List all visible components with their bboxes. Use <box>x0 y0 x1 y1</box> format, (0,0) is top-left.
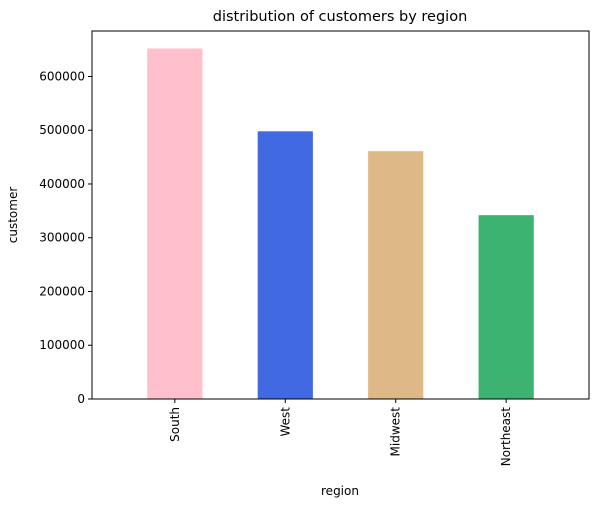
y-tick-label: 0 <box>77 392 85 406</box>
y-tick-label: 600000 <box>39 69 85 83</box>
x-tick-label: South <box>168 407 182 442</box>
y-axis-label: customer <box>6 187 20 244</box>
y-tick-label: 100000 <box>39 338 85 352</box>
bar-west <box>257 131 313 400</box>
y-tick-label: 200000 <box>39 284 85 298</box>
bars-group <box>147 48 534 400</box>
y-tick-label: 400000 <box>39 177 85 191</box>
y-tick-label: 300000 <box>39 231 85 245</box>
x-tick-label: West <box>278 407 292 437</box>
x-axis-ticks: South West Midwest Northeast <box>168 399 513 466</box>
bar-midwest <box>368 151 424 399</box>
y-axis-ticks: 0 100000 200000 300000 400000 500000 600000 <box>39 69 92 406</box>
x-tick-label: Midwest <box>389 407 403 457</box>
y-tick-label: 500000 <box>39 123 85 137</box>
plot-frame <box>91 30 590 400</box>
bar-northeast <box>478 215 534 399</box>
bar-south <box>147 48 203 400</box>
chart-title: distribution of customers by region <box>213 9 468 25</box>
x-tick-label: Northeast <box>499 407 513 467</box>
x-axis-label: region <box>321 484 359 498</box>
